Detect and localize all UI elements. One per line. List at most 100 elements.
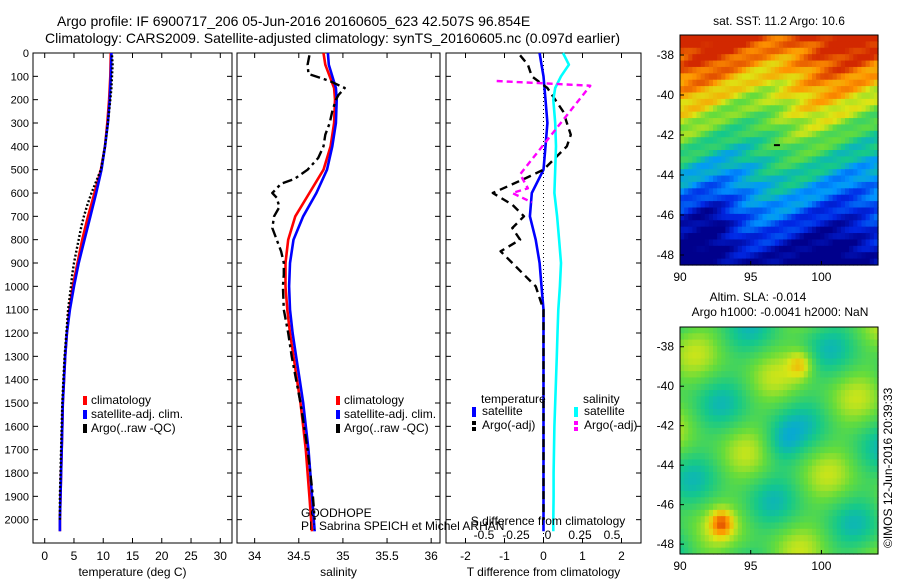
heatmap-cell (865, 522, 871, 530)
header-line-1: Argo profile: IF 6900717_206 05-Jun-2016… (57, 13, 531, 29)
heatmap-cell (758, 390, 764, 397)
heatmap-cell (865, 79, 871, 87)
heatmap-cell (845, 245, 850, 253)
heatmap-cell (783, 233, 788, 241)
heatmap-cell (836, 143, 842, 151)
heatmap-cell (746, 73, 751, 81)
heatmap-cell (741, 35, 747, 42)
heatmap-cell (828, 371, 834, 379)
x-tick-label: 0 (41, 549, 48, 563)
heatmap-cell (816, 396, 821, 404)
heatmap-cell (758, 408, 764, 416)
heatmap-cell (849, 233, 854, 241)
heatmap-cell (861, 156, 867, 164)
heatmap-cell (766, 547, 772, 555)
heatmap-cell (729, 258, 735, 266)
heatmap-cell (713, 497, 718, 505)
heatmap-cell (836, 383, 842, 391)
heatmap-cell (865, 339, 871, 347)
heatmap-cell (832, 239, 838, 247)
heatmap-cell (820, 86, 825, 94)
heatmap-cell (820, 345, 825, 353)
heatmap-cell (779, 124, 784, 132)
heatmap-cell (770, 245, 776, 253)
heatmap-cell (688, 345, 693, 353)
heatmap-cell (708, 490, 714, 498)
heatmap-cell (721, 522, 726, 530)
heatmap-cell (746, 541, 751, 549)
heatmap-cell (770, 484, 776, 492)
heatmap-cell (762, 194, 768, 202)
heatmap-cell (717, 105, 722, 113)
heatmap-cell (865, 383, 871, 391)
heatmap-cell (762, 478, 768, 486)
heatmap-cell (824, 503, 830, 511)
heatmap-cell (708, 478, 714, 486)
heatmap-cell (865, 415, 871, 423)
heatmap-cell (840, 352, 846, 360)
heatmap-cell (849, 220, 854, 228)
heatmap-cell (853, 509, 858, 517)
heatmap-cell (824, 547, 830, 555)
heatmap-cell (700, 383, 706, 391)
heatmap-cell (708, 415, 714, 423)
heatmap-cell (865, 358, 871, 366)
heatmap-cell (750, 516, 755, 524)
heatmap-cell (762, 252, 768, 260)
heatmap-cell (762, 60, 768, 68)
heatmap-cell (721, 201, 726, 209)
heatmap-cell (873, 194, 879, 202)
heatmap-cell (688, 415, 693, 423)
heatmap-cell (820, 35, 825, 42)
heatmap-cell (845, 105, 850, 113)
heatmap-cell (832, 390, 838, 397)
heatmap-cell (688, 258, 693, 266)
heatmap-cell (861, 105, 867, 113)
heatmap-cell (779, 427, 784, 435)
heatmap-cell (828, 440, 834, 448)
heatmap-cell (721, 402, 726, 410)
heatmap-cell (873, 434, 879, 442)
heatmap-cell (787, 169, 792, 177)
heatmap-cell (746, 352, 751, 360)
heatmap-cell (812, 390, 817, 397)
heatmap-cell (857, 181, 863, 189)
series-line (491, 54, 572, 520)
heatmap-cell (750, 396, 755, 404)
heatmap-cell (737, 181, 743, 189)
heatmap-cell (713, 377, 718, 385)
heatmap-cell (696, 124, 702, 132)
heatmap-cell (807, 516, 813, 524)
heatmap-cell (717, 383, 722, 391)
heatmap-cell (828, 239, 834, 247)
heatmap-cell (704, 252, 710, 260)
heatmap-cell (812, 503, 817, 511)
heatmap-cell (733, 92, 739, 100)
heatmap-cell (770, 169, 776, 177)
heatmap-cell (857, 383, 863, 391)
heatmap-cell (812, 111, 817, 119)
heatmap-cell (849, 92, 854, 100)
heatmap-cell (733, 124, 739, 132)
heatmap-cell (708, 233, 714, 241)
y-tick-label: -48 (657, 537, 675, 551)
heatmap-cell (816, 207, 821, 215)
heatmap-cell (766, 252, 772, 260)
heatmap-cell (746, 364, 751, 372)
heatmap-cell (824, 150, 830, 157)
heatmap-cell (700, 547, 706, 555)
heatmap-cell (787, 415, 792, 423)
heatmap-cell (708, 181, 714, 189)
heatmap-cell (700, 333, 706, 341)
heatmap-cell (832, 66, 838, 74)
heatmap-cell (754, 79, 759, 87)
heatmap-cell (799, 427, 805, 435)
heatmap-cell (766, 453, 772, 461)
heatmap-cell (840, 245, 846, 253)
heatmap-cell (774, 137, 780, 145)
heatmap-cell (733, 465, 739, 473)
heatmap-cell (869, 226, 875, 234)
heatmap-cell (787, 459, 792, 467)
heatmap-cell (725, 175, 731, 183)
heatmap-cell (779, 440, 784, 448)
